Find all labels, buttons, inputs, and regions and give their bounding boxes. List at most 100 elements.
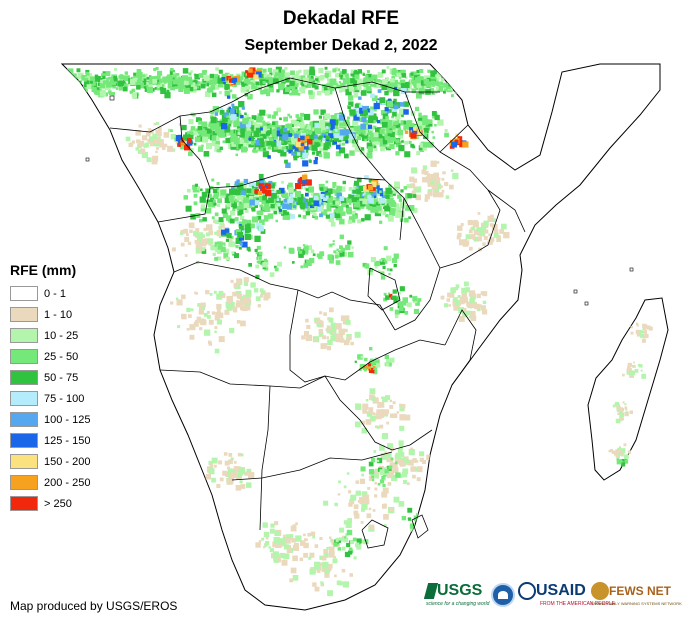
rain-cell: [402, 297, 408, 303]
rain-cell: [370, 206, 377, 213]
rain-cell: [289, 80, 295, 86]
rain-cell: [398, 440, 404, 446]
rain-cell: [377, 482, 381, 486]
usaid-logo: USAID FROM THE AMERICAN PEOPLE: [518, 582, 615, 607]
rain-cell: [388, 294, 393, 298]
rain-cell: [265, 197, 270, 201]
rain-cell: [279, 78, 284, 83]
rain-cell: [282, 134, 289, 141]
rain-cell: [275, 219, 278, 223]
rain-cell: [233, 461, 237, 464]
rain-cell: [456, 235, 461, 240]
rain-cell: [99, 90, 106, 97]
rain-cell: [231, 251, 235, 255]
rain-cell: [355, 403, 362, 410]
rain-cell: [101, 89, 106, 94]
rain-cell: [253, 131, 260, 138]
rain-cell: [469, 230, 472, 233]
rain-cell: [145, 131, 151, 137]
rain-cell: [420, 124, 426, 130]
rain-cell: [246, 301, 250, 305]
rain-cell: [299, 180, 303, 185]
rain-cell: [251, 128, 254, 132]
rain-cell: [353, 140, 358, 144]
rain-cell: [203, 227, 207, 232]
rain-cell: [146, 157, 152, 163]
rain-cell: [364, 263, 370, 269]
rain-cell: [157, 82, 161, 85]
rain-cell: [348, 198, 352, 202]
rain-cell: [462, 91, 469, 98]
rain-cell: [386, 421, 390, 425]
rain-cell: [362, 131, 366, 135]
rain-cell: [356, 544, 362, 550]
rain-cell: [248, 68, 253, 73]
rain-cell: [414, 77, 421, 84]
rain-cell: [628, 362, 633, 367]
rain-cell: [391, 69, 398, 75]
rain-cell: [229, 328, 235, 334]
rain-cell: [367, 206, 373, 211]
rain-cell: [180, 231, 184, 235]
rain-cell: [275, 72, 280, 77]
rain-cell: [251, 205, 256, 210]
rain-cell: [378, 270, 381, 273]
rain-cell: [362, 408, 368, 414]
rain-cell: [392, 467, 399, 473]
rain-cell: [256, 222, 263, 229]
rain-cell: [492, 218, 496, 223]
rain-cell: [330, 222, 336, 227]
rain-cell: [527, 138, 532, 143]
rain-cell: [319, 76, 323, 80]
rain-cell: [237, 232, 243, 238]
rain-cell: [305, 192, 309, 197]
rain-cell: [301, 75, 305, 79]
rain-cell: [157, 83, 162, 88]
rain-cell: [58, 87, 61, 90]
rain-cell: [230, 193, 234, 197]
rain-cell: [314, 586, 320, 592]
rain-cell: [320, 202, 324, 205]
rain-cell: [246, 246, 251, 251]
rain-cell: [312, 582, 317, 587]
rain-cell: [446, 75, 450, 79]
rain-cell: [419, 142, 425, 148]
rain-cell: [461, 296, 468, 303]
rain-cell: [619, 409, 622, 412]
rain-cell: [243, 277, 249, 283]
rain-cell: [354, 360, 357, 363]
rain-cell: [375, 127, 381, 134]
rain-cell: [172, 71, 176, 75]
rain-cell: [203, 151, 210, 157]
rain-cell: [237, 452, 242, 457]
rain-cell: [111, 92, 115, 96]
rain-cell: [420, 518, 424, 521]
rain-cell: [384, 469, 389, 474]
rain-cell: [302, 150, 305, 154]
rain-cell: [388, 209, 396, 216]
rain-cell: [406, 482, 410, 486]
rain-cell: [207, 193, 212, 198]
rain-cell: [302, 160, 309, 167]
rain-cell: [339, 89, 343, 93]
rain-cell: [210, 111, 214, 115]
rain-cell: [404, 414, 411, 421]
rain-cell: [434, 114, 440, 121]
rain-cell: [406, 302, 412, 308]
rain-cell: [238, 209, 244, 215]
rain-cell: [312, 84, 316, 88]
rain-cell: [303, 69, 310, 76]
rain-cell: [357, 79, 363, 86]
rain-cell: [187, 138, 192, 143]
rain-cell: [210, 85, 216, 90]
rain-cell: [391, 107, 397, 113]
rain-cell: [219, 220, 224, 226]
rain-cell: [460, 223, 464, 226]
rain-cell: [304, 82, 308, 86]
rain-cell: [323, 196, 328, 201]
rain-cell: [318, 332, 324, 337]
rain-cell: [424, 516, 429, 521]
rain-cell: [310, 75, 314, 79]
rain-cell: [389, 307, 394, 311]
rain-cell: [619, 446, 621, 449]
